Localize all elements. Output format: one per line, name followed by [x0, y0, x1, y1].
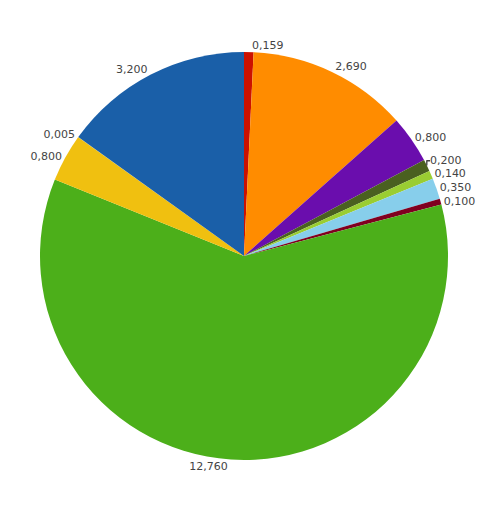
svg-text:3,200: 3,200: [116, 63, 148, 76]
svg-text:0,200: 0,200: [430, 154, 462, 167]
svg-text:0,350: 0,350: [440, 181, 472, 194]
svg-text:0,100: 0,100: [444, 195, 476, 208]
svg-text:0,800: 0,800: [30, 150, 62, 163]
svg-text:0,800: 0,800: [415, 131, 447, 144]
svg-text:0,159: 0,159: [252, 39, 284, 52]
svg-text:0,005: 0,005: [43, 128, 75, 141]
svg-text:0,140: 0,140: [434, 167, 466, 180]
svg-text:2,690: 2,690: [335, 60, 367, 73]
svg-text:12,760: 12,760: [189, 460, 228, 473]
